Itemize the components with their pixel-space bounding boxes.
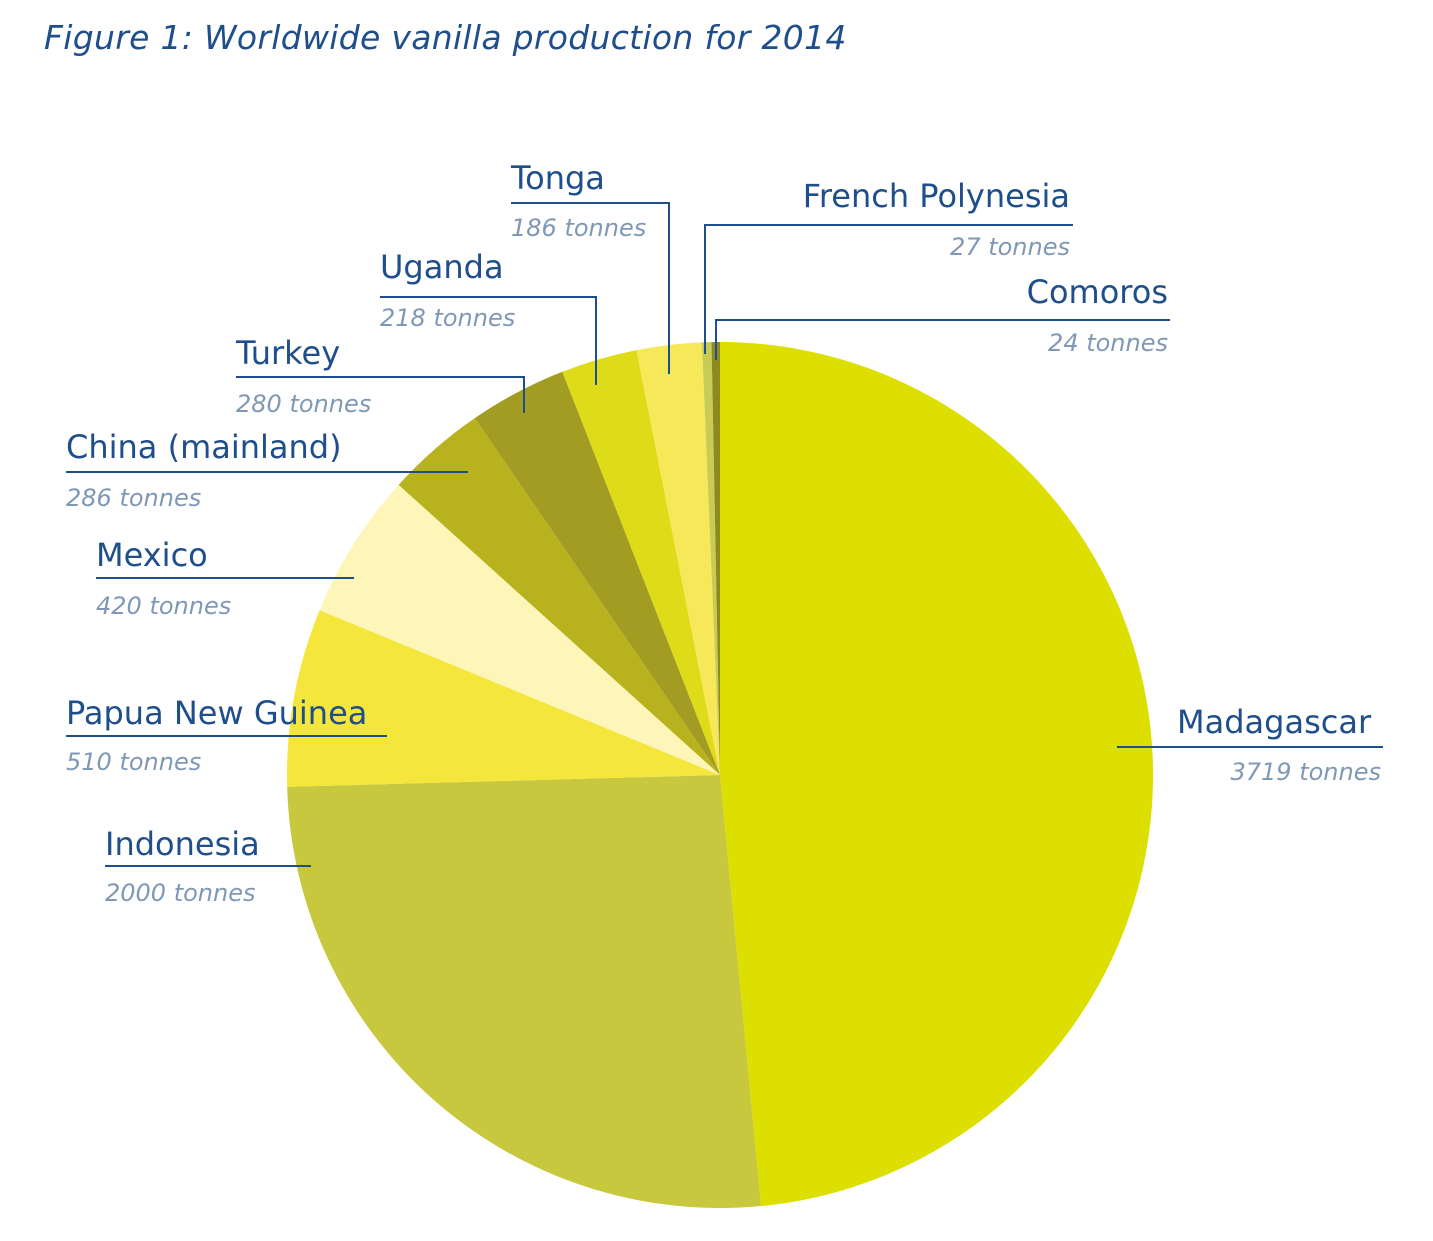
slice-label-uganda: Uganda	[380, 248, 504, 286]
slice-label-madagascar: Madagascar	[1177, 703, 1372, 741]
slice-labels: Madagascar 3719 tonnes Indonesia 2000 tonne…	[66, 159, 1383, 907]
leader-line-tonga	[511, 202, 670, 374]
pie-slice-tonga	[636, 342, 720, 775]
pie-slice-china-mainland	[398, 418, 720, 775]
leader-line-uganda	[380, 296, 597, 385]
slice-label-indonesia: Indonesia	[105, 825, 260, 863]
pie-slice-uganda	[562, 350, 720, 775]
slice-value-turkey: 280 tonnes	[236, 390, 371, 418]
pie-slice-turkey	[474, 371, 720, 775]
slice-value-china-mainland: 286 tonnes	[66, 484, 201, 512]
pie-slice-mexico	[319, 484, 720, 775]
slice-label-mexico: Mexico	[96, 536, 208, 574]
pie-slice-comoros	[711, 341, 720, 775]
slice-label-comoros: Comoros	[1027, 273, 1168, 311]
pie-slice-madagascar	[720, 342, 1154, 1207]
leader-line-comoros	[715, 319, 1170, 360]
slice-label-tonga: Tonga	[510, 159, 605, 197]
slice-label-papua-new-guinea: Papua New Guinea	[66, 694, 367, 732]
pie-slice-papua-new-guinea	[286, 610, 720, 787]
slice-label-french-polynesia: French Polynesia	[803, 177, 1070, 215]
pie-slices	[286, 341, 1154, 1209]
slice-value-uganda: 218 tonnes	[380, 304, 515, 332]
leader-line-turkey	[236, 376, 525, 413]
slice-value-tonga: 186 tonnes	[511, 214, 646, 242]
slice-label-turkey: Turkey	[235, 334, 340, 372]
slice-value-mexico: 420 tonnes	[96, 592, 231, 620]
pie-slice-french-polynesia	[701, 342, 720, 775]
figure-title: Figure 1: Worldwide vanilla production f…	[44, 18, 847, 57]
slice-value-indonesia: 2000 tonnes	[105, 879, 256, 907]
slice-value-madagascar: 3719 tonnes	[1231, 758, 1382, 786]
slice-value-french-polynesia: 27 tonnes	[950, 233, 1070, 261]
slice-value-comoros: 24 tonnes	[1048, 329, 1168, 357]
pie-slice-indonesia	[287, 775, 762, 1209]
slice-value-papua-new-guinea: 510 tonnes	[66, 748, 201, 776]
leader-line-french-polynesia	[704, 224, 1073, 354]
slice-label-china-mainland: China (mainland)	[66, 428, 342, 466]
